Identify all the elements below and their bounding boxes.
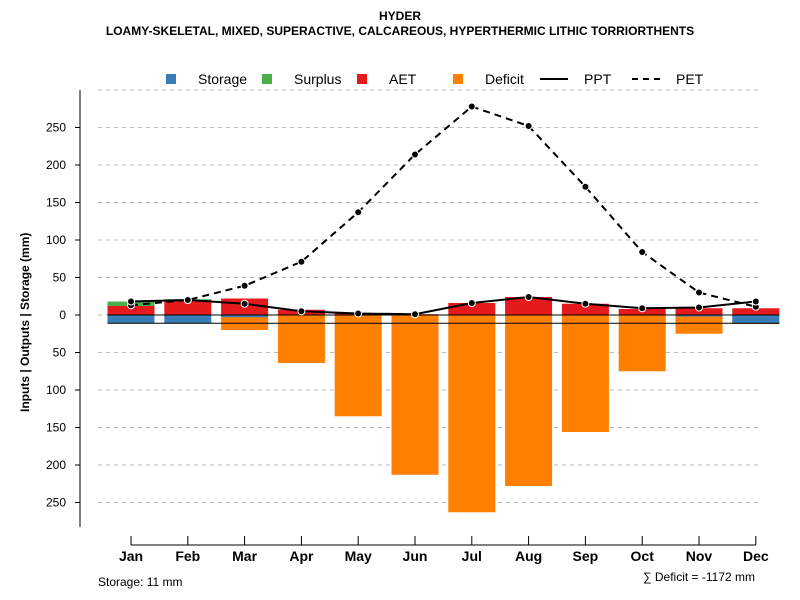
ppt-point: [751, 297, 760, 306]
ppt-point: [297, 307, 306, 316]
legend-swatch-storage: [166, 74, 176, 84]
pet-point: [695, 288, 703, 297]
storage-note: Storage: 11 mm: [98, 575, 183, 589]
legend-item-pet: PET: [632, 71, 703, 87]
deficit-bar: [505, 315, 553, 486]
y-tick-label: 150: [46, 421, 66, 435]
x-tick-label: Oct: [631, 548, 655, 564]
legend-label-storage: Storage: [198, 71, 248, 87]
deficit-bar: [334, 315, 382, 417]
legend-item-surplus: Surplus: [262, 71, 341, 87]
aet-bar: [675, 308, 723, 315]
y-tick-label: 250: [46, 121, 66, 135]
x-tick-label: Mar: [232, 548, 257, 564]
x-tick-label: Aug: [515, 548, 542, 564]
aet-bar: [505, 297, 553, 315]
legend-label-pet: PET: [676, 71, 704, 87]
pet-point: [297, 257, 306, 266]
y-tick-label: 100: [46, 383, 66, 397]
pet-line: [130, 105, 757, 308]
x-tick-label: Dec: [743, 548, 769, 564]
y-tick-label: 100: [46, 233, 66, 247]
legend-item-deficit: Deficit: [453, 71, 524, 87]
legend-item-aet: AET: [357, 71, 416, 87]
ppt-point: [127, 297, 135, 306]
aet-bar: [732, 308, 780, 315]
ppt-point: [467, 299, 476, 307]
y-tick-label: 200: [46, 458, 66, 472]
storage-bar: [732, 315, 780, 324]
ppt-point: [183, 296, 192, 304]
y-tick-label: 50: [53, 346, 67, 360]
x-tick-label: Feb: [175, 548, 200, 564]
pet-point: [581, 182, 590, 191]
x-tick-label: Nov: [686, 548, 713, 564]
legend-line-ppt: [540, 78, 568, 80]
y-tick-label: 150: [46, 196, 66, 210]
pet-point: [411, 150, 419, 159]
aet-bar: [107, 306, 155, 315]
ppt-point: [524, 293, 533, 301]
legend-swatch-surplus: [262, 74, 272, 84]
storage-bar: [107, 315, 155, 324]
x-tick-label: May: [345, 548, 372, 564]
legend-item-ppt: PPT: [540, 71, 611, 87]
legend-label-deficit: Deficit: [485, 71, 524, 87]
y-tick-label: 0: [59, 308, 66, 322]
pet-point: [240, 281, 249, 290]
y-tick-label: 250: [46, 496, 66, 510]
x-tick-label: Sep: [573, 548, 599, 564]
deficit-bar: [675, 315, 723, 334]
deficit-bar: [391, 315, 439, 475]
storage-bar: [675, 315, 723, 317]
ppt-point: [695, 303, 703, 312]
deficit-note: ∑ Deficit = -1172 mm: [642, 570, 755, 584]
y-tick-label: 50: [53, 271, 67, 285]
pet-point: [467, 102, 476, 111]
deficit-bar: [561, 315, 609, 432]
legend-swatch-aet: [357, 74, 367, 84]
legend-label-aet: AET: [389, 71, 417, 87]
chart-subtitle: LOAMY-SKELETAL, MIXED, SUPERACTIVE, CALC…: [105, 24, 695, 38]
legend-label-ppt: PPT: [584, 71, 612, 87]
chart-title: HYDER: [378, 9, 421, 23]
ppt-point: [411, 310, 419, 319]
legend-item-storage: Storage: [166, 71, 247, 87]
storage-bar: [164, 315, 212, 324]
pet-point: [638, 248, 647, 256]
x-tick-label: Jun: [403, 548, 428, 564]
storage-bar: [221, 315, 269, 318]
legend-swatch-deficit: [453, 74, 463, 84]
x-tick-label: Apr: [289, 548, 314, 564]
aet-bar: [561, 303, 609, 315]
y-tick-label: 200: [46, 158, 66, 172]
ppt-point: [581, 299, 590, 308]
deficit-bar: [221, 315, 269, 330]
deficit-bar: [277, 315, 325, 363]
legend-line-pet: [632, 78, 660, 80]
ppt-point: [354, 309, 363, 318]
legend-label-surplus: Surplus: [294, 71, 342, 87]
ppt-line: [130, 295, 756, 316]
deficit-bar: [448, 315, 496, 513]
pet-point: [354, 208, 363, 217]
ppt-point: [240, 299, 249, 308]
deficit-bar: [618, 315, 666, 372]
x-tick-label: Jul: [462, 548, 482, 564]
pet-point: [524, 122, 533, 130]
ppt-point: [638, 304, 647, 313]
x-tick-label: Jan: [119, 548, 143, 564]
aet-bar: [164, 300, 212, 315]
